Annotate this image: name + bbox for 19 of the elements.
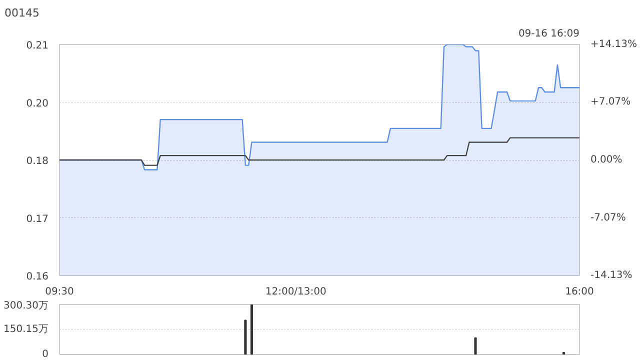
y-tick-label: 0: [42, 349, 49, 360]
y2-tick-label: -14.13%: [590, 270, 632, 281]
y2-tick-label: 0.00%: [590, 154, 622, 166]
y-tick-label: 300.30万: [4, 300, 49, 312]
y-tick-label: 0.20: [26, 98, 48, 110]
x-tick-label: 12:00/13:00: [265, 286, 326, 298]
x-tick-label: 16:00: [565, 286, 594, 298]
y-tick-label: 0.18: [26, 156, 48, 167]
y-tick-label: 150.15万: [4, 324, 49, 335]
y2-tick-label: +14.13%: [590, 39, 638, 50]
y2-tick-label: +7.07%: [590, 96, 631, 108]
chart-title: 00145: [4, 6, 40, 20]
text: 09-16 16:09: [518, 28, 580, 40]
y2-tick-label: -7.07%: [590, 212, 626, 224]
y-tick-label: 0.16: [26, 272, 48, 282]
y-tick-label: 0.17: [26, 214, 48, 225]
x-tick-label: 09:30: [45, 286, 74, 298]
y-tick-label: 0.21: [26, 40, 48, 52]
line-series: [60, 137, 580, 166]
